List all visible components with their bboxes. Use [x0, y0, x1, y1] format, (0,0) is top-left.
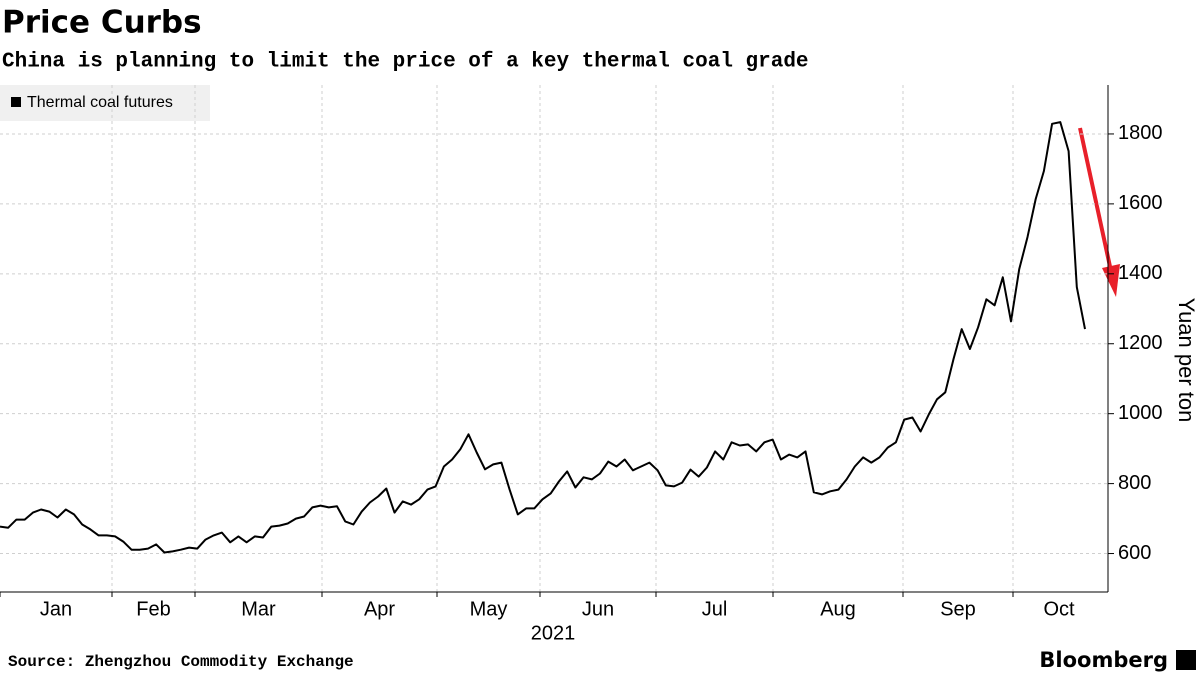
x-tick-label: Feb: [136, 598, 170, 620]
annotation-arrow: [1078, 127, 1116, 286]
x-tick-label: Aug: [820, 598, 856, 620]
source: Source: Zhengzhou Commodity Exchange: [8, 653, 354, 671]
x-tick-label: Oct: [1043, 598, 1075, 620]
y-tick-label: 1600: [1118, 192, 1163, 214]
y-tick-label: 1400: [1118, 262, 1163, 284]
x-tick-label: Apr: [364, 598, 395, 620]
brand-icon: [1176, 650, 1196, 670]
legend-label: Thermal coal futures: [27, 94, 173, 111]
x-tick-label: Jan: [40, 598, 72, 620]
legend-swatch: [11, 97, 21, 107]
y-axis-label: Yuan per ton: [1174, 298, 1199, 423]
x-tick-label: Mar: [241, 598, 276, 620]
x-tick-label: Sep: [940, 598, 976, 620]
y-tick-label: 600: [1118, 542, 1151, 564]
y-tick-label: 800: [1118, 472, 1151, 494]
chart-subtitle: China is planning to limit the price of …: [2, 51, 809, 74]
line-series: [0, 121, 1086, 554]
x-axis-label: 2021: [531, 622, 576, 644]
y-tick-label: 1800: [1118, 122, 1163, 144]
x-tick-label: Jul: [702, 598, 728, 620]
x-tick-label: May: [470, 598, 508, 620]
y-tick-label: 1000: [1118, 402, 1163, 424]
x-tick-label: Jun: [582, 598, 614, 620]
y-tick-label: 1200: [1118, 332, 1163, 354]
chart-title: Price Curbs: [2, 5, 202, 41]
brand: Bloomberg: [1039, 648, 1168, 672]
annotation-arrowhead: [1102, 264, 1120, 297]
legend-box: [0, 85, 210, 121]
